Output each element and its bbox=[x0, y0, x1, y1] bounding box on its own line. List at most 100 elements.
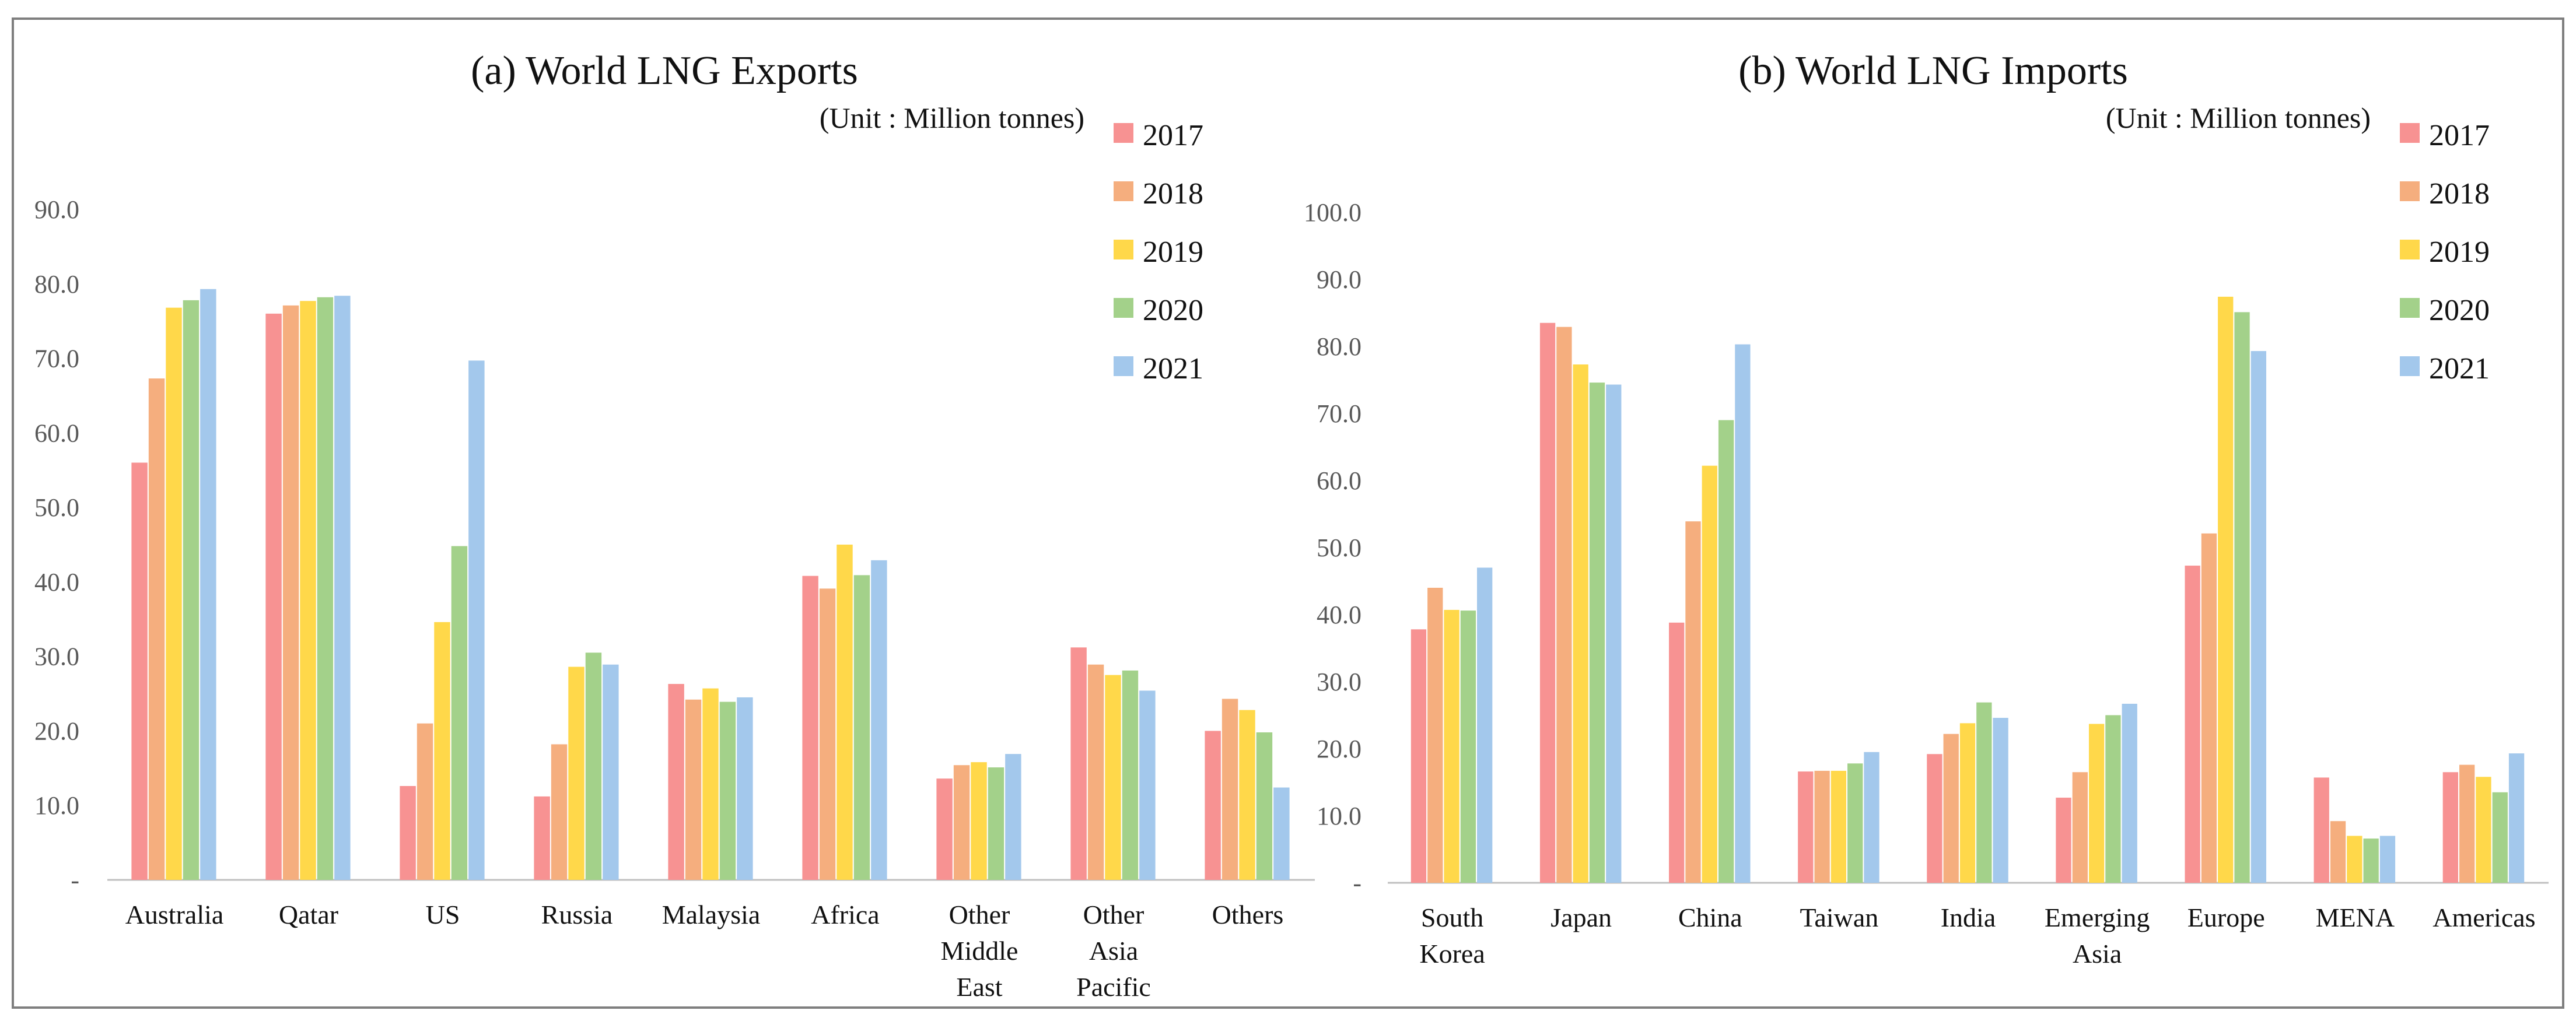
imports-y-tick-label: 40.0 bbox=[1317, 601, 1362, 629]
imports-bar-2017 bbox=[1410, 629, 1427, 883]
imports-bar-2020 bbox=[2234, 312, 2250, 883]
imports-x-tick-label: Europe bbox=[2188, 903, 2265, 932]
imports-bar-2018 bbox=[1556, 327, 1572, 883]
imports-x-tick-label: South Korea bbox=[1419, 903, 1485, 969]
imports-chart: (b) World LNG Imports (Unit : Million to… bbox=[1304, 48, 2549, 969]
imports-bar-2021 bbox=[1606, 384, 1622, 883]
exports-bar-2020 bbox=[853, 575, 870, 880]
imports-bar-2021 bbox=[2122, 703, 2137, 883]
imports-x-tick-label: India bbox=[1941, 903, 1996, 932]
exports-bar-2020 bbox=[317, 297, 334, 880]
exports-bar-2017 bbox=[534, 796, 550, 880]
exports-bar-2017 bbox=[802, 576, 818, 880]
exports-bar-2019 bbox=[166, 307, 182, 880]
imports-bar-2019 bbox=[1702, 465, 1717, 883]
exports-bar-2019 bbox=[568, 666, 584, 880]
imports-bar-2020 bbox=[1976, 702, 1992, 883]
exports-bar-2021 bbox=[1273, 787, 1290, 880]
imports-bar-2018 bbox=[2072, 772, 2088, 883]
imports-legend-label-2018: 2018 bbox=[2429, 177, 2490, 210]
exports-bar-2019 bbox=[702, 688, 719, 880]
imports-x-tick-label: Taiwan bbox=[1800, 903, 1879, 932]
imports-x-tick-label: Emerging Asia bbox=[2045, 903, 2150, 969]
exports-bar-2017 bbox=[668, 683, 684, 880]
imports-bar-2020 bbox=[1589, 383, 1605, 883]
imports-y-tick-label: 20.0 bbox=[1317, 735, 1362, 763]
imports-legend-label-2017: 2017 bbox=[2429, 119, 2490, 152]
exports-bar-2018 bbox=[551, 744, 568, 880]
imports-y-axis: - 10.0 20.0 30.0 40.0 50.0 60.0 70.0 80.0 90.0 100… bbox=[1304, 198, 1362, 897]
exports-bar-2020 bbox=[988, 767, 1005, 880]
exports-y-tick-label: 60.0 bbox=[34, 419, 79, 447]
exports-y-tick-label: 10.0 bbox=[34, 791, 79, 820]
imports-bar-2017 bbox=[2056, 797, 2071, 883]
exports-legend-swatch-2017 bbox=[1114, 123, 1133, 143]
imports-x-tick-label: Americas bbox=[2432, 903, 2535, 932]
imports-bar-2017 bbox=[1669, 622, 1685, 883]
exports-bar-2021 bbox=[603, 664, 619, 880]
imports-y-tick-label: 90.0 bbox=[1317, 265, 1362, 294]
exports-bar-2019 bbox=[1105, 675, 1121, 880]
imports-bar-2020 bbox=[1718, 420, 1734, 883]
imports-y-tick-label: 100.0 bbox=[1304, 198, 1362, 227]
exports-legend-label-2019: 2019 bbox=[1143, 236, 1203, 269]
imports-legend-label-2019: 2019 bbox=[2429, 236, 2490, 269]
exports-bar-2021 bbox=[871, 560, 887, 880]
imports-chart-title: (b) World LNG Imports bbox=[1738, 48, 2128, 93]
exports-x-tick-label: Russia bbox=[541, 900, 613, 929]
imports-x-tick-label: MENA bbox=[2316, 903, 2395, 932]
imports-bar-2019 bbox=[2088, 724, 2105, 883]
exports-legend-swatch-2020 bbox=[1114, 298, 1133, 318]
exports-bar-2020 bbox=[183, 300, 200, 880]
imports-y-tick-label: - bbox=[1353, 869, 1362, 897]
exports-bar-2019 bbox=[434, 622, 450, 880]
imports-bar-2019 bbox=[1831, 770, 1847, 883]
exports-bar-2017 bbox=[1205, 731, 1221, 880]
imports-legend-swatch-2021 bbox=[2400, 356, 2420, 376]
exports-legend-swatch-2018 bbox=[1114, 181, 1133, 201]
exports-legend-label-2020: 2020 bbox=[1143, 294, 1203, 327]
exports-y-tick-label: 40.0 bbox=[34, 568, 79, 597]
exports-legend-label-2018: 2018 bbox=[1143, 177, 1203, 210]
imports-bar-2020 bbox=[2363, 838, 2379, 883]
imports-bar-2018 bbox=[1685, 521, 1701, 883]
imports-bar-2019 bbox=[1444, 609, 1460, 883]
exports-chart-title: (a) World LNG Exports bbox=[471, 48, 858, 93]
imports-y-tick-label: 50.0 bbox=[1317, 534, 1362, 562]
exports-unit-label: (Unit : Million tonnes) bbox=[820, 101, 1084, 134]
exports-y-tick-label: 30.0 bbox=[34, 643, 79, 671]
exports-bar-2017 bbox=[1070, 647, 1087, 880]
imports-y-tick-label: 60.0 bbox=[1317, 466, 1362, 495]
imports-bar-2017 bbox=[2314, 777, 2329, 883]
exports-bar-2019 bbox=[971, 762, 987, 880]
exports-y-tick-label: 20.0 bbox=[34, 717, 79, 745]
imports-x-axis: South Korea Japan China Taiwan India Emerging A… bbox=[1419, 903, 2535, 969]
imports-bar-2021 bbox=[1993, 718, 2008, 883]
imports-legend-label-2020: 2020 bbox=[2429, 294, 2490, 327]
exports-y-tick-label: 90.0 bbox=[34, 195, 79, 224]
exports-bar-2019 bbox=[300, 301, 316, 880]
imports-bar-2020 bbox=[1847, 763, 1863, 883]
exports-bar-2018 bbox=[416, 723, 433, 880]
exports-x-tick-label: Africa bbox=[811, 900, 879, 929]
exports-bar-2018 bbox=[282, 305, 299, 880]
imports-bar-2018 bbox=[2459, 764, 2475, 883]
imports-bar-2018 bbox=[1814, 770, 1830, 883]
figure-frame: (a) World LNG Exports (Unit : Million to… bbox=[12, 17, 2564, 1009]
exports-bar-2017 bbox=[265, 313, 282, 880]
exports-bar-2021 bbox=[200, 289, 216, 880]
exports-legend-label-2021: 2021 bbox=[1143, 352, 1203, 385]
exports-legend-swatch-2019 bbox=[1114, 240, 1133, 259]
imports-bar-2018 bbox=[2330, 821, 2346, 883]
exports-bar-2020 bbox=[451, 546, 468, 880]
imports-legend-swatch-2018 bbox=[2400, 181, 2420, 201]
exports-bar-2021 bbox=[1005, 754, 1021, 880]
exports-y-tick-label: - bbox=[71, 866, 79, 894]
imports-bar-2020 bbox=[2492, 792, 2508, 883]
imports-bar-2019 bbox=[2476, 777, 2491, 883]
imports-legend-label-2021: 2021 bbox=[2429, 352, 2490, 385]
imports-unit-label: (Unit : Million tonnes) bbox=[2106, 101, 2371, 134]
imports-bar-2021 bbox=[2508, 753, 2525, 883]
exports-y-tick-label: 80.0 bbox=[34, 270, 79, 299]
exports-bars bbox=[131, 289, 1290, 880]
